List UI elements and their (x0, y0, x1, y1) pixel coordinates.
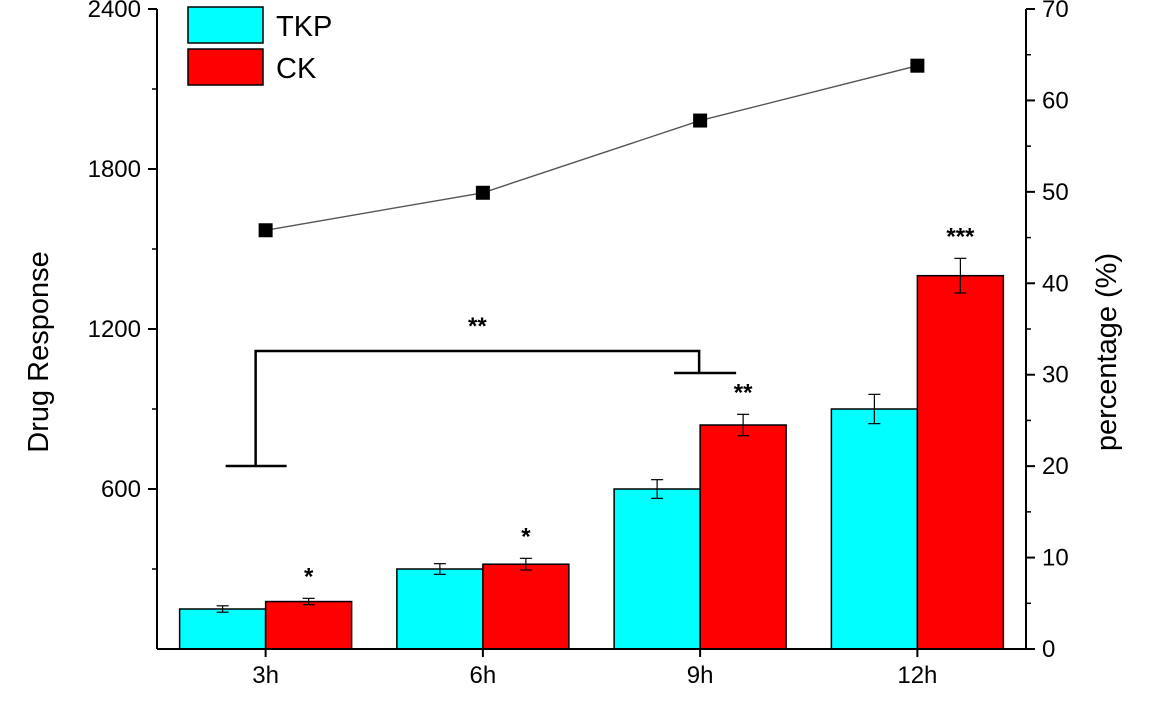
y2-tick-label-10: 10 (1042, 545, 1069, 572)
y2-tick-label-70: 70 (1042, 0, 1069, 23)
x-tick-label-3h: 3h (252, 662, 279, 689)
y2-tick-label-20: 20 (1042, 453, 1069, 480)
bar-tkp-3h (178, 608, 267, 650)
x-tick-label-9h: 9h (687, 662, 714, 689)
y2-tick-label-50: 50 (1042, 179, 1069, 206)
percentage-line-group (258, 58, 925, 238)
bar-tkp-12h (830, 408, 919, 650)
x-tick-label-6h: 6h (470, 662, 497, 689)
bar-tkp-9h (613, 488, 701, 650)
significance-label-9h: ** (734, 379, 753, 406)
y2-tick-label-60: 60 (1042, 87, 1069, 114)
bar-ck-3h (264, 600, 353, 650)
percentage-marker-6h (475, 185, 490, 200)
bar-ck-9h (699, 424, 787, 650)
axes-group: 600 1200 1800 2400 0 10 20 30 40 50 60 70 3h 6h 9h 12h (88, 0, 1069, 689)
bracket-label: ** (468, 313, 487, 340)
significance-label-12h: *** (946, 223, 975, 250)
bars-group (178, 274, 1005, 650)
x-tick-label-12h: 12h (897, 662, 937, 689)
y-tick-label-600: 600 (101, 476, 141, 503)
y-tick-label-2400: 2400 (88, 0, 141, 23)
y-axis-title: Drug Response (23, 251, 55, 453)
bar-ck-12h (916, 274, 1005, 650)
percentage-marker-3h (258, 223, 273, 238)
percentage-marker-9h (693, 113, 708, 128)
legend-label-tkp: TKP (276, 11, 332, 43)
y2-tick-label-0: 0 (1042, 636, 1055, 663)
bracket-lines (225, 349, 737, 468)
comparison-bracket: ** (225, 313, 737, 468)
legend-swatch-tkp (187, 6, 264, 44)
y-tick-label-1800: 1800 (88, 156, 141, 183)
y-tick-label-1200: 1200 (88, 316, 141, 343)
percentage-marker-12h (910, 58, 925, 73)
bar-ck-6h (482, 563, 570, 650)
legend-label-ck: CK (276, 53, 317, 85)
significance-label-6h: * (521, 523, 531, 550)
significance-label-3h: * (304, 563, 314, 590)
legend: TKP CK (187, 6, 332, 86)
significance-group: ******* (304, 223, 975, 590)
bar-tkp-6h (396, 568, 484, 650)
error-bars-group (216, 257, 967, 613)
legend-swatch-ck (187, 48, 264, 86)
y2-tick-label-40: 40 (1042, 270, 1069, 297)
percentage-line (265, 65, 918, 231)
y2-tick-label-30: 30 (1042, 362, 1069, 389)
y2-axis-title: percentage (%) (1091, 253, 1123, 451)
